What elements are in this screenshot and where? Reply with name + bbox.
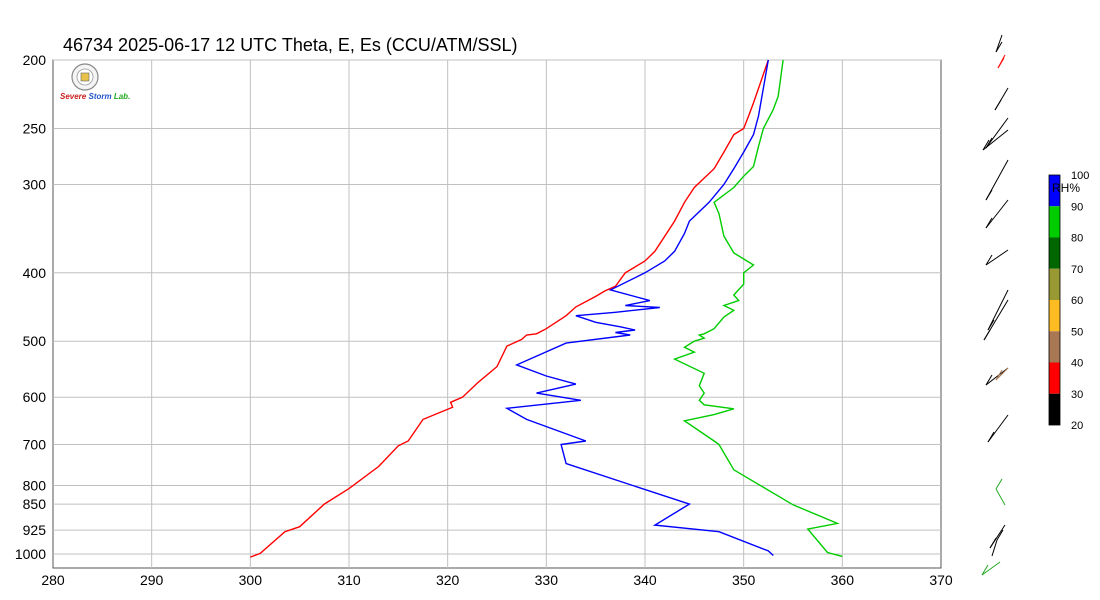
plot-frame: [52, 59, 942, 569]
x-tick-label: 340: [633, 572, 657, 588]
y-tick-label: 200: [23, 52, 47, 68]
wind-barb: [995, 34, 1003, 53]
grid: [52, 59, 942, 569]
x-tick-label: 370: [929, 572, 953, 588]
colorbar-tick-label: 90: [1071, 201, 1083, 213]
wind-barb-flag: [995, 478, 1003, 490]
wind-barb-flag: [985, 374, 993, 386]
series-lines: [250, 59, 843, 558]
wind-barb-flag: [995, 41, 1003, 53]
wind-barb: [985, 199, 1009, 229]
wind-barb-flag: [989, 537, 997, 549]
wind-barb-flag: [985, 189, 993, 201]
y-tick-label: 400: [23, 265, 47, 281]
wind-barb: [987, 414, 1009, 443]
colorbar-segment: [1049, 393, 1060, 425]
wind-barb-flag: [994, 99, 1002, 111]
wind-barb: [991, 539, 998, 557]
colorbar-segment: [1049, 362, 1060, 394]
x-tick-label: 360: [831, 572, 855, 588]
colorbar-label: RH%: [1052, 181, 1081, 195]
y-tick-label: 850: [23, 496, 47, 512]
wind-barb-flag: [997, 57, 1005, 69]
wind-barb: [995, 488, 1006, 506]
y-tick-label: 250: [23, 120, 47, 136]
logo-text: Severe Storm Lab.: [60, 92, 131, 101]
colorbar-segment: [1049, 206, 1060, 238]
wind-barb: [985, 367, 1009, 386]
y-tick-label: 1000: [15, 546, 46, 562]
wind-barb-flag: [987, 319, 995, 331]
y-tick-label: 600: [23, 389, 47, 405]
colorbar-segment: [1049, 175, 1060, 207]
x-tick-label: 280: [41, 572, 65, 588]
x-tick-label: 310: [337, 572, 361, 588]
wind-barb-flag: [995, 369, 1003, 381]
series-line-0: [250, 59, 769, 558]
x-tick-label: 300: [239, 572, 263, 588]
y-tick-label: 800: [23, 478, 47, 494]
colorbar-tick-label: 100: [1071, 170, 1089, 182]
wind-barb-flag: [982, 139, 990, 151]
series-line-2: [672, 59, 843, 558]
wind-barb-flag: [996, 529, 1004, 541]
wind-barb-flag: [985, 254, 993, 266]
colorbar-tick-label: 50: [1071, 326, 1083, 338]
chart-title: 46734 2025-06-17 12 UTC Theta, E, Es (CC…: [63, 35, 518, 55]
series-line-1: [504, 59, 774, 557]
wind-barb-flag: [985, 137, 993, 149]
colorbar-tick-label: 60: [1071, 295, 1083, 307]
wind-barb: [987, 289, 1009, 331]
x-tick-label: 290: [140, 572, 164, 588]
colorbar-segment: [1049, 237, 1060, 269]
wind-barb: [981, 561, 1001, 576]
colorbar-tick-label: 20: [1071, 420, 1083, 432]
y-tick-label: 500: [23, 333, 47, 349]
y-tick-label: 925: [23, 522, 47, 538]
colorbar-tick-label: 70: [1071, 264, 1083, 276]
wind-barb-flag: [981, 564, 989, 576]
colorbar-segment: [1049, 300, 1060, 332]
colorbar-tick-label: 80: [1071, 233, 1083, 245]
colorbar-frame: [1048, 174, 1061, 426]
colorbar-segment: [1049, 268, 1060, 300]
x-tick-label: 350: [732, 572, 756, 588]
wind-barb-flag: [985, 217, 993, 229]
axes: 280 290 300 310 320 330 340 350 360 370 200 250 300 4…: [15, 52, 953, 588]
colorbar-segment: [1049, 331, 1060, 363]
wind-barb-flag: [987, 431, 995, 443]
wind-barb: [985, 117, 1009, 149]
wind-barb: [985, 249, 1009, 266]
wind-barb: [995, 367, 1009, 381]
x-tick-label: 320: [436, 572, 460, 588]
wind-barb-flag: [983, 329, 991, 341]
colorbar-tick-label: 40: [1071, 358, 1083, 370]
wind-barbs: [981, 34, 1009, 576]
x-tick-label: 330: [535, 572, 559, 588]
y-tick-label: 300: [23, 176, 47, 192]
lab-logo: [58, 62, 118, 106]
colorbar-tick-label: 30: [1071, 389, 1083, 401]
y-tick-label: 700: [23, 437, 47, 453]
rh-colorbar: 100 90 80 70 60 50 40 30 20: [1048, 170, 1089, 432]
